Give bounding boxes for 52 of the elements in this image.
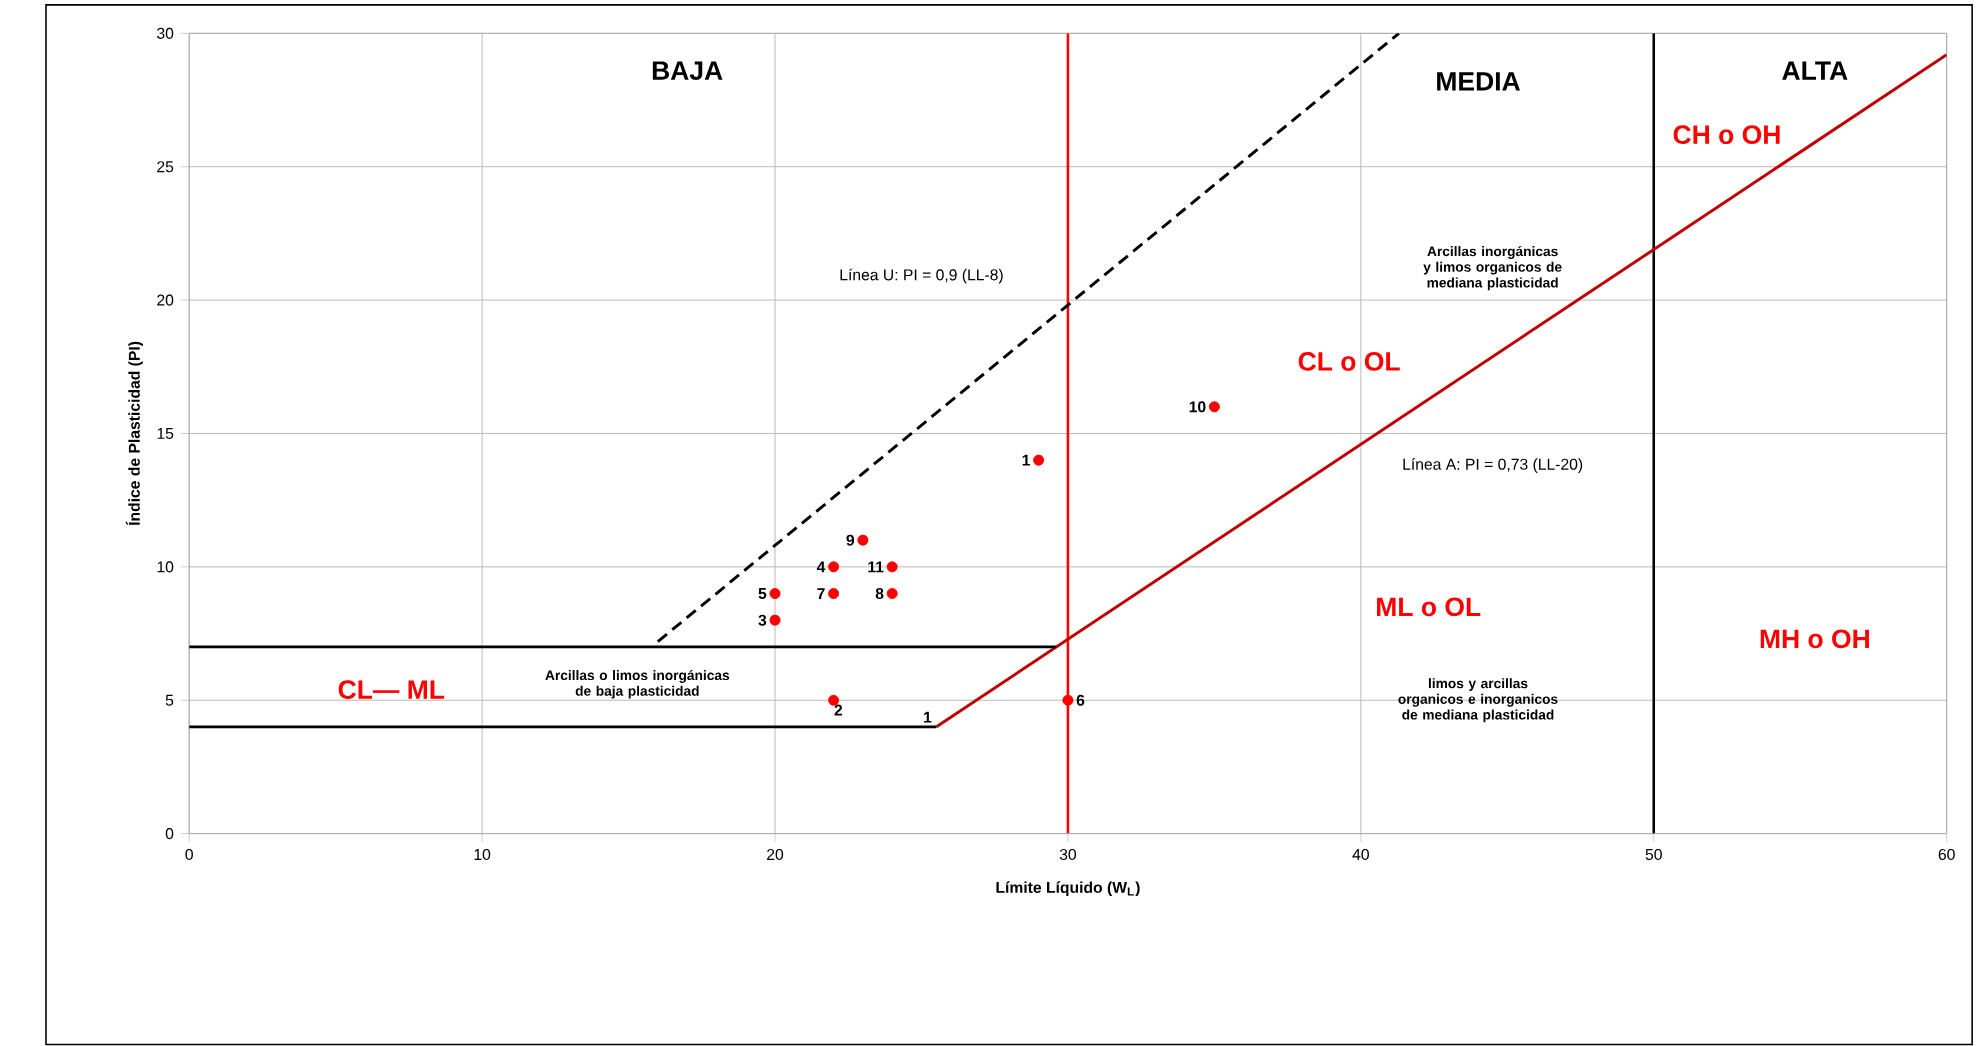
annotation: 4 [816,561,826,573]
annotation: BAJA [652,61,723,80]
point [886,587,898,599]
annotation: ALTA [1782,61,1848,80]
x-tick-label: 50 [1645,848,1662,860]
annotation: 7 [817,587,825,599]
annotation: limos y arcillas organicos e inorganicos de mediana plasticidad [1398,677,1558,723]
x-tick-label: 60 [1938,848,1955,860]
y-axis-title: Índice de Plasticidad (PI) [125,341,143,525]
y-tick-label: 0 [165,827,174,839]
point [828,587,840,599]
annotation: MH o OH [1760,629,1869,649]
x-tick-label: 0 [185,848,193,860]
annotation: 1 [924,711,932,723]
y-tick-label: 5 [165,694,174,706]
annotation: 5 [758,587,767,599]
y-tick-label: 20 [157,294,174,306]
x-tick-label: 20 [767,848,784,860]
annotation: CL— ML [338,679,445,699]
annotation: 9 [846,534,855,546]
point [828,561,840,573]
y-tick-label: 10 [157,561,174,573]
annotation: ML o OL [1377,597,1481,617]
annotation: MEDIA [1437,72,1520,91]
point [769,587,781,599]
annotation: 8 [875,587,884,599]
annotation: 11 [868,561,884,573]
annotation: 10 [1189,401,1206,413]
point [769,614,781,626]
y-tick-label: 30 [157,27,174,39]
annotation: 6 [1076,694,1085,706]
annotation: 2 [834,704,843,716]
x-axis-title: Límite Líquido (W$_{L}$) [996,881,1140,896]
y-tick-label: 15 [157,427,174,439]
annotation: 3 [758,614,767,626]
annotation: CH o OH [1673,125,1780,144]
annotation: CL o OL [1298,351,1400,371]
annotation: Línea A: PI = 0,73 (LL-20) [1403,457,1583,473]
x-tick-label: 40 [1352,848,1369,860]
annotation: Arcillas inorgánicas y limos organicos de mediana plasticidad [1423,245,1562,291]
x-tick-label: 10 [474,848,491,860]
point [886,561,898,573]
annotation: 1 [1022,454,1030,466]
point [828,694,840,706]
x-tick-label: 30 [1059,848,1077,860]
annotation: Línea U: PI = 0,9 (LL-8) [840,268,1003,284]
point [1208,401,1220,413]
y-tick-label: 25 [157,160,174,173]
point [1033,454,1045,466]
point [1062,694,1074,706]
annotation: Arcillas o limos inorgánicas de baja plasticidad [545,669,730,699]
point [857,534,869,546]
